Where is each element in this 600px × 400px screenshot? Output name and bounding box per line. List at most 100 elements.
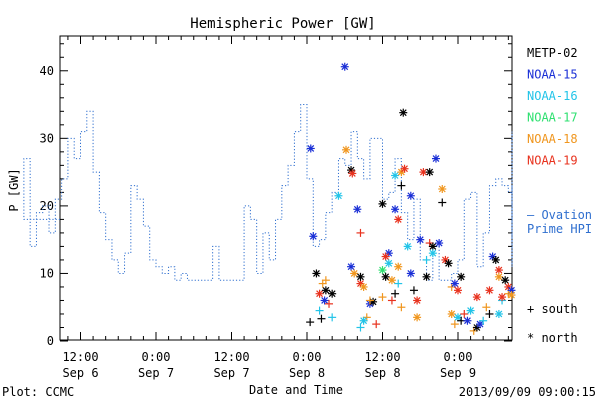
north-point-noaa-19 bbox=[485, 286, 494, 295]
x-tick-label-date: Sep 7 bbox=[138, 366, 174, 380]
north-point-noaa-18 bbox=[350, 269, 359, 278]
south-point-metp-02 bbox=[317, 314, 326, 323]
north-point-noaa-18 bbox=[342, 145, 351, 154]
marker-stroke bbox=[360, 283, 368, 291]
marker-stroke bbox=[419, 168, 427, 176]
legend-south-marker-note: + south bbox=[527, 302, 578, 316]
marker-stroke bbox=[429, 249, 437, 257]
x-tick-label-time: 12:00 bbox=[213, 350, 249, 364]
north-point-noaa-15 bbox=[450, 279, 459, 288]
marker-stroke bbox=[401, 165, 408, 173]
south-point-noaa-16 bbox=[328, 313, 337, 322]
marker-stroke bbox=[448, 310, 456, 318]
north-point-noaa-18 bbox=[387, 276, 396, 285]
north-point-noaa-15 bbox=[340, 62, 349, 71]
marker-stroke bbox=[454, 313, 462, 321]
marker-stroke bbox=[495, 273, 503, 281]
south-point-noaa-18 bbox=[397, 303, 406, 312]
marker-stroke bbox=[385, 259, 393, 267]
marker-stroke bbox=[404, 242, 412, 250]
legend: METP-02 NOAA-15 NOAA-16 NOAA-17 NOAA-18 NOAA-… bbox=[527, 46, 578, 345]
north-point-noaa-18 bbox=[438, 185, 447, 193]
north-point-noaa-19 bbox=[381, 252, 390, 261]
marker-stroke bbox=[379, 266, 386, 274]
north-point-noaa-15 bbox=[347, 262, 356, 271]
marker-stroke bbox=[423, 273, 430, 281]
marker-stroke bbox=[473, 293, 481, 301]
north-point-noaa-18 bbox=[359, 282, 368, 291]
marker-stroke bbox=[347, 166, 355, 174]
north-point-noaa-18 bbox=[397, 168, 406, 177]
y-tick-label: 0 bbox=[47, 334, 54, 348]
north-point-noaa-18 bbox=[507, 291, 516, 300]
plot-frame bbox=[59, 35, 513, 341]
legend-north-marker-note: * north bbox=[527, 331, 578, 345]
y-axis: 0 10 20 30 40 bbox=[40, 43, 512, 348]
north-point-metp-02 bbox=[422, 272, 431, 281]
x-tick-label-time: 0:00 bbox=[293, 350, 322, 364]
north-point-noaa-19 bbox=[494, 266, 503, 275]
north-point-metp-02 bbox=[428, 242, 437, 251]
north-point-noaa-18 bbox=[494, 272, 503, 281]
legend-entry-noaa-18: NOAA-18 bbox=[527, 132, 578, 146]
south-point-noaa-19 bbox=[356, 228, 365, 237]
north-point-noaa-15 bbox=[320, 296, 329, 305]
marker-stroke bbox=[508, 291, 515, 299]
marker-stroke bbox=[328, 290, 336, 298]
north-point-noaa-15 bbox=[306, 144, 315, 153]
south-point-metp-02 bbox=[306, 318, 315, 327]
north-point-noaa-16 bbox=[466, 306, 475, 315]
marker-stroke bbox=[495, 266, 503, 274]
marker-stroke bbox=[382, 273, 390, 281]
north-point-metp-02 bbox=[381, 272, 390, 281]
south-point-noaa-19 bbox=[387, 296, 396, 305]
legend-entry-noaa-16: NOAA-16 bbox=[527, 89, 578, 103]
marker-stroke bbox=[357, 273, 364, 281]
marker-stroke bbox=[382, 253, 390, 260]
north-point-noaa-16 bbox=[334, 191, 343, 200]
y-tick-label: 10 bbox=[40, 266, 54, 280]
x-tick-label-date: Sep 8 bbox=[364, 366, 400, 380]
marker-stroke bbox=[486, 286, 493, 294]
south-point-noaa-16 bbox=[479, 316, 488, 325]
marker-stroke bbox=[407, 270, 415, 277]
marker-stroke bbox=[357, 280, 364, 288]
north-point-metp-02 bbox=[378, 199, 387, 208]
marker-stroke bbox=[451, 280, 459, 288]
north-point-noaa-19 bbox=[454, 286, 462, 295]
marker-stroke bbox=[495, 310, 503, 318]
legend-entry-metp-02: METP-02 bbox=[527, 46, 578, 60]
x-tick-label-time: 12:00 bbox=[62, 350, 98, 364]
north-point-metp-02 bbox=[425, 168, 434, 177]
marker-stroke bbox=[394, 263, 402, 271]
x-tick-label-time: 12:00 bbox=[364, 350, 400, 364]
south-point-noaa-16 bbox=[356, 323, 365, 332]
south-point-noaa-18 bbox=[482, 303, 491, 312]
south-point-metp-02 bbox=[485, 309, 494, 318]
north-point-noaa-15 bbox=[416, 235, 425, 244]
y-axis-label: P [GW] bbox=[7, 168, 21, 211]
legend-entry-noaa-17: NOAA-17 bbox=[527, 111, 578, 125]
north-point-noaa-16 bbox=[494, 309, 503, 318]
marker-stroke bbox=[399, 109, 407, 117]
north-point-metp-02 bbox=[399, 108, 408, 117]
ovation-label-line-2: Prime HPI bbox=[527, 222, 592, 236]
south-point-noaa-19 bbox=[325, 299, 334, 308]
marker-stroke bbox=[407, 192, 415, 200]
north-point-noaa-18 bbox=[447, 309, 456, 318]
north-point-metp-02 bbox=[501, 276, 510, 285]
y-tick-label: 40 bbox=[40, 64, 54, 78]
legend-entry-noaa-19: NOAA-19 bbox=[527, 154, 578, 168]
north-point-metp-02 bbox=[356, 272, 365, 281]
marker-stroke bbox=[498, 293, 506, 301]
x-tick-label-date: Sep 7 bbox=[213, 366, 249, 380]
marker-stroke bbox=[348, 170, 356, 177]
north-point-metp-02 bbox=[328, 289, 337, 298]
marker-stroke bbox=[457, 273, 465, 281]
marker-stroke bbox=[335, 192, 342, 200]
marker-stroke bbox=[501, 276, 509, 284]
north-point-noaa-19 bbox=[400, 164, 409, 173]
north-point-noaa-19 bbox=[413, 296, 422, 305]
chart-title: Hemispheric Power [GW] bbox=[190, 16, 375, 32]
